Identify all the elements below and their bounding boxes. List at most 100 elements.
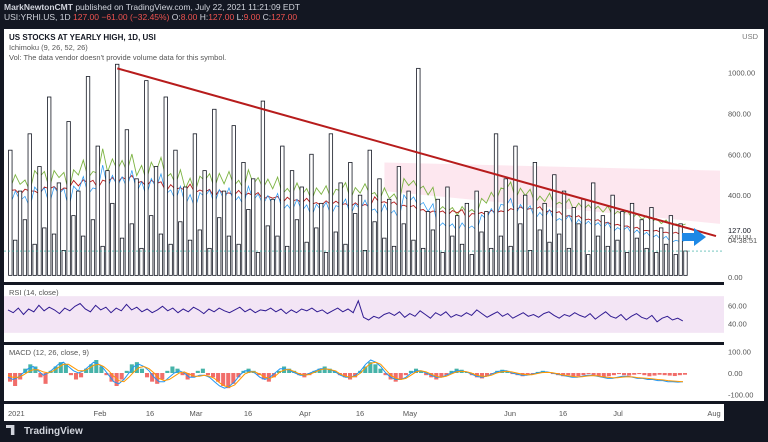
macd-bar (571, 373, 576, 378)
candle (610, 194, 615, 276)
macd-bar (358, 370, 363, 373)
tradingview-logo[interactable]: TradingView (6, 425, 83, 437)
tv-logo-icon (6, 425, 15, 435)
volume-legend[interactable]: Vol: The data vendor doesn't provide vol… (9, 53, 226, 62)
macd-bar (124, 370, 129, 373)
candle (328, 133, 334, 276)
high-value: 127.00 (208, 12, 235, 22)
candle (338, 182, 343, 276)
macd-bar (104, 373, 109, 376)
macd-bar (175, 368, 180, 373)
candle (289, 170, 295, 276)
candle (76, 190, 81, 276)
change-value: −61.00 (−32.45%) (101, 12, 170, 22)
macd-line (7, 359, 684, 389)
candle (518, 223, 523, 276)
candle (591, 182, 596, 276)
macd-legend[interactable]: MACD (12, 26, close, 9) (9, 348, 90, 357)
footer (0, 421, 768, 442)
candle (207, 247, 212, 276)
signal-line (7, 361, 684, 388)
candle (644, 247, 649, 276)
macd-bar (627, 373, 632, 376)
price-tick-label: 800.00 (728, 109, 751, 118)
rsi-tick-label: 40.00 (728, 320, 747, 329)
candle (479, 231, 484, 276)
candle (552, 174, 557, 276)
candle (173, 149, 178, 276)
candle (595, 235, 601, 276)
macd-bar (566, 373, 571, 376)
macd-bar (119, 373, 124, 380)
candle (37, 166, 42, 276)
macd-bar (485, 373, 490, 377)
candle (153, 166, 159, 276)
time-tick-label: 2021 (8, 409, 25, 418)
macd-bar (606, 373, 611, 377)
candle (144, 80, 149, 276)
macd-bar (73, 373, 79, 380)
candle (299, 186, 304, 276)
macd-bar (586, 373, 591, 375)
author-name[interactable]: MarkNewtonCMT (4, 2, 73, 12)
candle (605, 245, 610, 276)
candle (566, 247, 572, 276)
candle (377, 178, 382, 276)
ichimoku-legend[interactable]: Ichimoku (9, 26, 52, 26) (9, 43, 88, 52)
chart-canvas[interactable]: US STOCKS AT YEARLY HIGH, 1D, USI Ichimo… (0, 25, 768, 421)
time-tick-label: Mar (190, 409, 203, 418)
macd-tick-label: -100.00 (728, 391, 753, 400)
candle (353, 213, 358, 276)
candle (314, 227, 319, 276)
price-tick-label: 1000.00 (728, 69, 755, 78)
last-price: 127.00 (72, 12, 99, 22)
candle (100, 245, 105, 276)
macd-bar (317, 368, 322, 373)
trendline[interactable] (117, 67, 717, 238)
candle (654, 252, 659, 276)
publish-info: MarkNewtonCMT published on TradingView.c… (4, 2, 300, 12)
candle (265, 225, 270, 276)
candle (149, 215, 154, 276)
candle (187, 239, 193, 276)
candle (387, 198, 392, 276)
time-tick-label: Aug (707, 409, 720, 418)
macd-bar (160, 373, 165, 380)
macd-bar (479, 373, 485, 379)
candle (411, 239, 416, 276)
macd-bar (622, 373, 627, 376)
candle (401, 223, 406, 276)
candle (56, 182, 62, 276)
last-price-label: 127.00 (728, 226, 751, 235)
macd-bar (373, 364, 378, 373)
macd-bar (38, 373, 43, 378)
macd-bar (419, 370, 424, 373)
time-tick-label: 16 (244, 409, 252, 418)
price-ticks: 1000.00 800.00 600.00 400.00 200.00 0.00 (728, 69, 755, 283)
candle (523, 194, 528, 276)
candle (134, 178, 139, 276)
macd-bar (68, 373, 73, 376)
chart-title: US STOCKS AT YEARLY HIGH, 1D, USI (9, 33, 156, 42)
candle (90, 219, 96, 276)
candle (615, 239, 620, 276)
candle (81, 235, 86, 276)
candle (649, 207, 654, 276)
candle (221, 190, 227, 276)
time-tick-label: 16 (356, 409, 364, 418)
time-tick-label: 16 (559, 409, 567, 418)
candle (639, 219, 644, 276)
candle (105, 170, 110, 276)
candle (260, 100, 266, 276)
candle (168, 243, 173, 276)
candle (586, 254, 591, 276)
publish-date: published on TradingView.com, July 22, 2… (72, 2, 300, 12)
macd-tick-label: 100.00 (728, 347, 751, 356)
macd-bar (94, 360, 99, 373)
candle (474, 190, 479, 276)
rsi-legend[interactable]: RSI (14, close) (9, 288, 59, 297)
candle (445, 186, 450, 276)
macd-bar (200, 368, 205, 373)
candle (450, 235, 455, 276)
macd-bar (205, 373, 210, 376)
